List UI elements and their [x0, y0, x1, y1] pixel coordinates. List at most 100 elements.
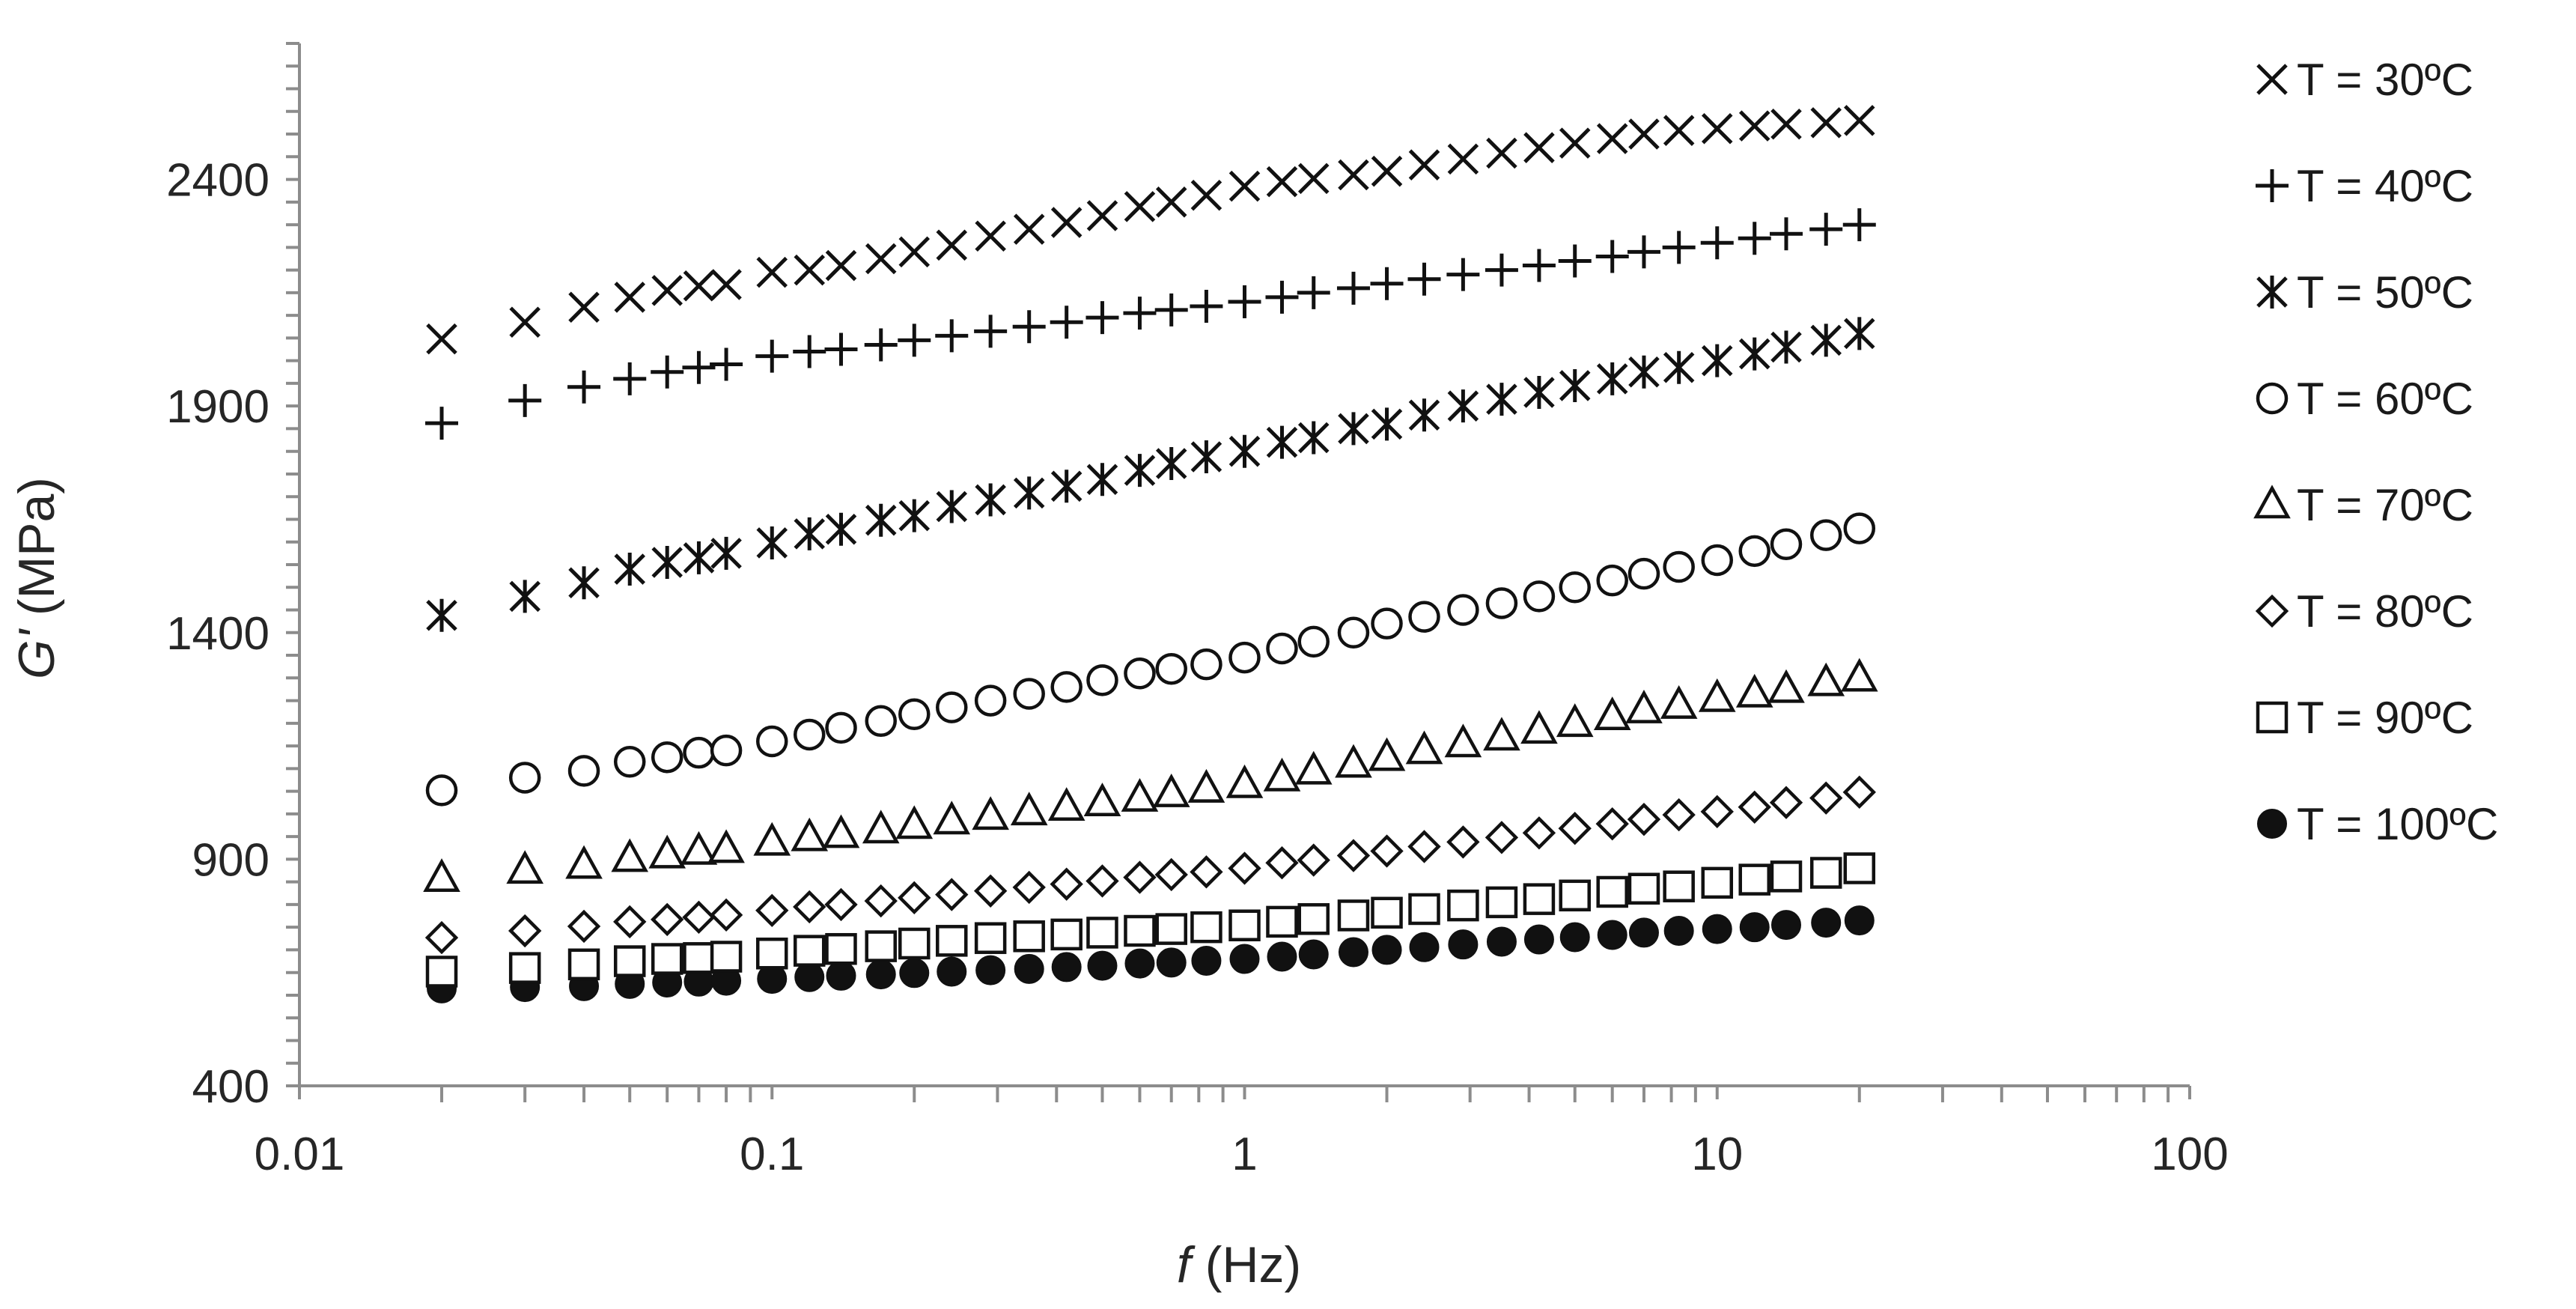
y-tick-label: 1900 — [166, 381, 270, 433]
data-point-circle — [898, 698, 931, 730]
data-point-diamond — [793, 890, 826, 924]
legend-label: T = 30ºC — [2297, 55, 2473, 105]
data-point-x — [975, 220, 1006, 252]
data-point-triangle — [1735, 673, 1773, 708]
data-point-filled-circle — [1298, 939, 1329, 970]
data-point-circle — [1266, 632, 1298, 665]
data-point-plus — [824, 332, 858, 366]
x-tick-label: 100 — [2151, 1129, 2228, 1180]
data-point-diamond — [973, 874, 1008, 908]
data-point-triangle — [822, 814, 860, 848]
data-point-asterisk — [936, 490, 968, 523]
data-point-x — [936, 229, 968, 261]
data-point-triangle — [1660, 684, 1698, 719]
data-point-triangle — [1083, 783, 1121, 816]
data-point-asterisk — [1447, 389, 1479, 423]
data-point-filled-circle — [826, 960, 856, 991]
data-point-circle — [1523, 580, 1556, 613]
data-point-circle — [1701, 544, 1733, 577]
y-tick-label: 2400 — [166, 155, 270, 207]
data-point-circle — [1013, 678, 1045, 710]
data-point-x — [683, 270, 715, 302]
data-point-circle — [1050, 671, 1083, 703]
data-point-x — [1486, 137, 1517, 169]
data-point-filled-circle — [1338, 937, 1368, 968]
legend-marker-circle — [2256, 382, 2289, 415]
data-point-filled-circle — [1191, 945, 1222, 976]
data-point-plus — [1700, 226, 1734, 260]
data-point-asterisk — [1770, 330, 1802, 364]
data-point-plus — [508, 383, 542, 417]
y-tick-label: 1400 — [166, 608, 270, 660]
data-point-triangle — [1840, 657, 1878, 692]
data-point-asterisk — [1297, 421, 1330, 455]
data-point-diamond — [1154, 857, 1188, 892]
data-point-circle — [825, 711, 857, 744]
data-point-triangle — [1483, 717, 1520, 751]
data-point-x — [865, 243, 897, 275]
y-tick-label: 400 — [192, 1061, 270, 1113]
data-point-triangle — [753, 821, 791, 856]
data-point-asterisk — [1013, 476, 1045, 510]
legend-marker-x — [2256, 64, 2288, 95]
data-point-asterisk — [614, 553, 645, 586]
x-tick-label: 0.1 — [740, 1129, 804, 1180]
data-point-plus — [974, 315, 1008, 348]
data-point-plus — [1228, 285, 1261, 318]
legend-label: T = 80ºC — [2297, 586, 2473, 637]
data-point-square — [1701, 866, 1733, 899]
data-point-triangle — [1698, 678, 1736, 712]
x-axis-title: f (Hz) — [1177, 1236, 1301, 1293]
data-point-diamond — [1558, 812, 1592, 845]
data-point-diamond — [1336, 839, 1371, 872]
data-point-triangle — [1593, 696, 1631, 730]
data-point-circle — [1086, 664, 1118, 696]
legend-marker-square — [2256, 701, 2289, 734]
data-point-triangle — [1010, 792, 1048, 826]
data-point-circle — [1124, 657, 1156, 690]
data-point-triangle — [1625, 690, 1663, 723]
data-point-plus — [1050, 306, 1083, 339]
data-point-asterisk — [1408, 398, 1440, 432]
legend-marker-plus — [2256, 169, 2289, 202]
data-point-asterisk — [426, 598, 457, 632]
data-point-filled-circle — [975, 955, 1006, 985]
data-point-diamond — [1050, 867, 1083, 901]
data-point-square — [793, 935, 826, 967]
data-point-triangle — [1294, 750, 1333, 785]
data-point-x — [1447, 143, 1479, 175]
data-point-diamond — [1297, 843, 1330, 877]
data-point-x — [1810, 107, 1842, 139]
data-point-asterisk — [1810, 324, 1842, 357]
data-point-triangle — [895, 805, 934, 839]
data-point-square — [865, 930, 897, 962]
data-point-triangle — [506, 850, 543, 884]
data-point-filled-circle — [1409, 932, 1440, 962]
data-point-square — [1523, 883, 1556, 915]
data-point-square — [1559, 879, 1591, 912]
data-point-x — [1408, 149, 1440, 180]
data-point-plus — [1446, 258, 1480, 291]
data-point-circle — [793, 718, 826, 751]
data-point-asterisk — [1371, 407, 1403, 441]
data-point-diamond — [682, 900, 716, 935]
data-point-circle — [1228, 641, 1261, 674]
data-point-asterisk — [1338, 412, 1369, 446]
data-point-square — [974, 922, 1007, 954]
data-point-triangle — [707, 829, 745, 863]
legend-label: T = 60ºC — [2297, 374, 2473, 424]
data-point-plus — [1809, 213, 1843, 246]
x-tick-label: 1 — [1231, 1129, 1257, 1180]
data-point-diamond — [1738, 790, 1771, 824]
data-point-triangle — [1225, 764, 1264, 798]
data-point-x — [1050, 207, 1083, 238]
data-point-x — [1844, 105, 1875, 136]
data-point-filled-circle — [865, 959, 896, 990]
data-point-diamond — [864, 884, 898, 918]
data-point-square — [613, 945, 646, 977]
data-point-filled-circle — [1844, 905, 1875, 936]
data-point-diamond — [1190, 855, 1223, 889]
data-point-circle — [567, 755, 600, 787]
data-point-filled-circle — [1087, 950, 1118, 981]
data-point-asterisk — [1486, 383, 1517, 416]
